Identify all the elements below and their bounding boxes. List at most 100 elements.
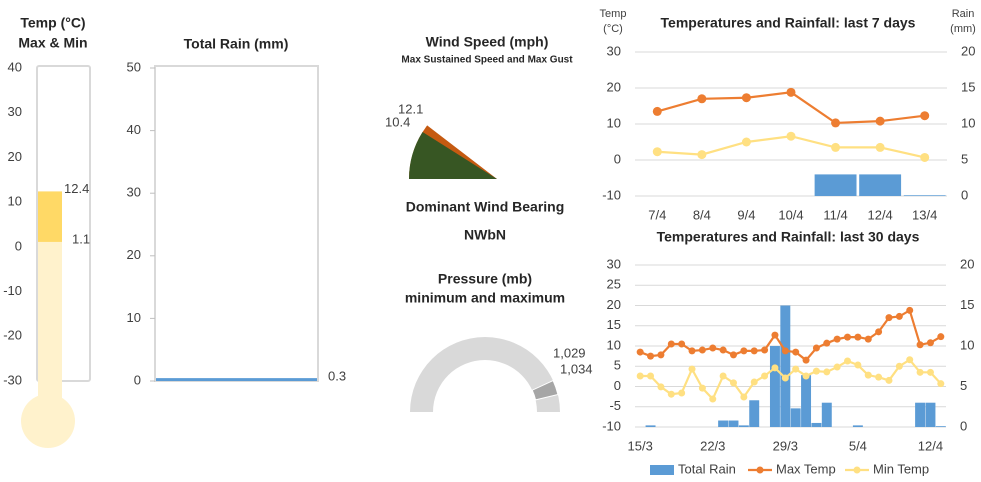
temp-point: [875, 142, 885, 152]
temp-point: [895, 312, 903, 320]
temp-point: [652, 147, 662, 157]
temp-point: [709, 395, 717, 403]
temp-point: [678, 389, 686, 397]
rain-bar: [645, 425, 656, 427]
range-bar: [38, 191, 62, 242]
y2-tick-label: 20: [960, 256, 974, 271]
rain-bar: [903, 195, 946, 196]
y-tick-label: -10: [602, 187, 621, 202]
temp-point: [771, 331, 779, 339]
y-tick-label: 30: [607, 43, 621, 58]
y-tick-label: 0: [614, 151, 621, 166]
temp-line: [656, 91, 925, 125]
temp-point: [698, 384, 706, 392]
x-tick-label: 11/4: [823, 207, 847, 222]
x-tick-label: 10/4: [778, 207, 803, 222]
min-bar: [38, 241, 62, 400]
x-tick-label: 13/4: [912, 207, 937, 222]
y2-tick-label: 5: [961, 151, 968, 166]
temp-point: [831, 118, 841, 128]
temp-point: [875, 116, 885, 126]
y2-tick-label: 0: [960, 418, 967, 433]
temp-point: [812, 367, 820, 375]
temp-point: [895, 362, 903, 370]
temp-point: [729, 351, 737, 359]
temp-point: [906, 356, 914, 364]
y-axis-label: (°C): [603, 23, 623, 35]
rain-bar: [769, 346, 780, 427]
temp-point: [885, 314, 893, 322]
temp-line: [640, 358, 942, 402]
y-tick-label: -20: [3, 328, 22, 343]
rain-bar: [852, 425, 863, 427]
temp-point: [831, 142, 841, 152]
temp-point: [719, 372, 727, 380]
x-tick-label: 15/3: [628, 438, 653, 453]
temp-point: [636, 348, 644, 356]
title: Temp (°C): [20, 15, 85, 31]
temp-point: [906, 306, 914, 314]
value-label: 10.4: [385, 114, 410, 129]
rain-bar: [935, 426, 946, 427]
temp-point: [864, 371, 872, 379]
subtitle: Max & Min: [18, 35, 87, 51]
rain-bar: [811, 422, 822, 427]
y-tick-label: 40: [8, 59, 22, 74]
y-tick-label: 30: [127, 185, 141, 200]
y-tick-label: 50: [127, 59, 141, 74]
temp-point: [937, 333, 945, 341]
y-tick-label: 40: [127, 122, 141, 137]
rain-bar: [821, 402, 832, 427]
temp-point: [885, 376, 893, 384]
bearing: NWbN: [464, 227, 506, 243]
y-tick-label: -5: [609, 398, 621, 413]
value-label: 1,029: [553, 345, 586, 360]
temp-point: [647, 352, 655, 360]
temp-point: [652, 106, 662, 116]
tube: [36, 65, 91, 382]
x-tick-label: 9/4: [737, 207, 755, 222]
rain-bar: [749, 400, 760, 427]
y-axis-label: Temp: [600, 8, 627, 20]
temp-point: [761, 372, 769, 380]
temp-point: [697, 150, 707, 160]
temp-point: [920, 111, 930, 121]
title: Wind Speed (mph): [426, 34, 549, 50]
y2-axis-label: (mm): [950, 23, 976, 35]
temp-point: [698, 346, 706, 354]
temp-point: [916, 341, 924, 349]
gauge-track: [410, 337, 560, 412]
temp-point: [786, 131, 796, 141]
y-tick-label: 15: [607, 317, 621, 332]
y-tick-label: 10: [8, 194, 22, 209]
y2-tick-label: 0: [961, 187, 968, 202]
y2-tick-label: 20: [961, 43, 975, 58]
temp-point: [916, 368, 924, 376]
temp-point: [709, 344, 717, 352]
temp-point: [688, 365, 696, 373]
y-tick-label: -10: [3, 283, 22, 298]
temp-point: [781, 347, 789, 355]
rain-bar: [780, 305, 791, 427]
temp-point: [792, 365, 800, 373]
temp-point: [823, 339, 831, 347]
rain-bar: [738, 425, 749, 427]
y-tick-label: 25: [607, 277, 621, 292]
y-tick-label: -10: [602, 418, 621, 433]
subtitle: minimum and maximum: [405, 290, 565, 306]
temp-point: [792, 348, 800, 356]
rain-bar: [915, 402, 926, 427]
y2-tick-label: 5: [960, 378, 967, 393]
temp-point: [667, 390, 675, 398]
temp-point: [771, 364, 779, 372]
legend-label: Max Temp: [776, 461, 836, 476]
x-tick-label: 22/3: [700, 438, 725, 453]
legend-label: Total Rain: [678, 461, 736, 476]
temp-point: [740, 347, 748, 355]
temp-point: [864, 335, 872, 343]
rain-bar: [859, 174, 902, 196]
subtitle: Max Sustained Speed and Max Gust: [401, 55, 573, 66]
legend-swatch: [650, 465, 674, 475]
temp-point: [657, 351, 665, 359]
